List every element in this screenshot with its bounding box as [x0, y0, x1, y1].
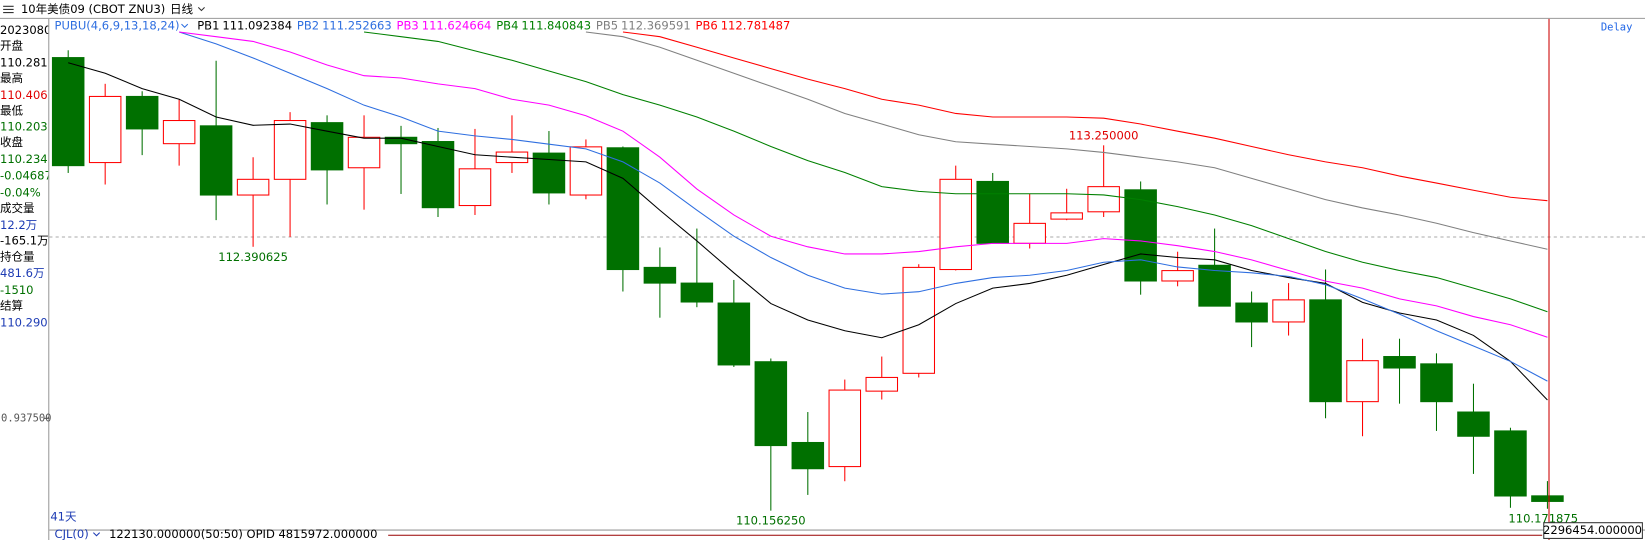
candle-body	[1235, 302, 1268, 323]
info-text: 110.2343	[0, 152, 55, 166]
info-text: 110.2031	[0, 119, 55, 133]
candle-body	[1346, 360, 1379, 403]
legend-name: PB6	[696, 19, 718, 33]
candle-body	[1309, 299, 1342, 403]
candle-body	[421, 141, 455, 209]
info-text: 110.2905	[0, 315, 55, 329]
info-text: 110.2812	[0, 55, 55, 69]
candle-body	[939, 178, 972, 271]
high-label: 113.250000	[1069, 128, 1139, 142]
candle-body	[310, 122, 344, 171]
instrument-title[interactable]: 10年美债09 (CBOT ZNU3)	[21, 2, 165, 16]
candle-body	[569, 146, 603, 196]
candle-body	[717, 302, 751, 366]
candle-body	[273, 120, 307, 180]
info-text: 最低	[0, 104, 24, 118]
info-text: 12.2万	[0, 218, 37, 232]
candle-body	[865, 376, 899, 392]
candle-body	[828, 389, 862, 468]
value-box-label: 2296454.000000	[1543, 523, 1642, 537]
candle-body	[606, 147, 640, 271]
candle-body	[680, 282, 714, 303]
candle-body	[791, 441, 825, 470]
low-label: 112.390625	[218, 250, 288, 264]
y-tick-label: 0.937500	[1, 412, 51, 424]
period-selector[interactable]: 日线	[170, 2, 194, 16]
legend-name: PB4	[496, 19, 518, 33]
legend-name: PB1	[197, 19, 219, 33]
legend-value: 111.624664	[422, 19, 492, 33]
candle-body	[347, 136, 381, 169]
volume-label: 122130.000000(50:50)	[109, 527, 243, 540]
candle-body	[125, 95, 159, 130]
info-text: -0.04%	[0, 185, 41, 199]
plot-area: PUBU(4,6,9,13,18,24) PB1 111.092384 PB2 111.…	[51, 19, 1578, 528]
indicator-name[interactable]: PUBU(4,6,9,13,18,24)	[55, 19, 180, 33]
candle-body	[162, 120, 196, 145]
sub-indicator[interactable]: CJL(0)	[55, 527, 89, 540]
candle-body	[236, 178, 270, 196]
legend-name: PB3	[397, 19, 419, 33]
candle-body	[88, 95, 122, 164]
candle-body	[384, 136, 418, 145]
info-text: -165.1万	[0, 234, 49, 248]
info-text: -1510	[0, 283, 33, 297]
toolbar	[0, 0, 1645, 18]
delay-label: Delay	[1601, 21, 1633, 33]
indicator-line	[585, 31, 1548, 250]
opid-label: OPID 4815972.000000	[247, 527, 378, 540]
chevron[interactable]	[92, 532, 101, 537]
legend-value: 111.252663	[322, 19, 392, 33]
info-text: 持仓量	[0, 249, 35, 263]
info-text: 开盘	[0, 39, 23, 53]
candle-body	[1494, 430, 1527, 497]
legend-value: 111.840843	[521, 19, 591, 33]
candle-body	[199, 125, 233, 196]
candle-body	[643, 266, 677, 284]
candle-body	[1383, 356, 1416, 369]
info-text: 481.6万	[0, 266, 44, 280]
candle-body	[1124, 189, 1157, 282]
legend-value: 111.092384	[222, 19, 292, 33]
low-label: 110.156250	[736, 514, 806, 528]
legend-value: 112.781487	[721, 19, 791, 33]
value-box	[1543, 522, 1643, 539]
candle-body	[1272, 299, 1305, 323]
legend-name: PB5	[596, 19, 618, 33]
candle-body	[458, 168, 492, 207]
info-text: 110.4062	[0, 88, 55, 102]
candle-body	[1531, 495, 1564, 502]
info-text: 最高	[0, 71, 23, 85]
candle-body	[1457, 411, 1490, 437]
candle-body	[1198, 264, 1231, 307]
days-label: 41天	[50, 509, 77, 523]
info-text: 收盘	[0, 135, 23, 149]
info-text: 结算	[0, 299, 23, 313]
candle-body	[1087, 186, 1120, 213]
info-text: -0.04687	[0, 169, 52, 183]
candle-body	[976, 180, 1009, 244]
legend-value: 112.369591	[621, 19, 691, 33]
candle-body	[1050, 212, 1083, 220]
chevron[interactable]	[181, 23, 189, 29]
candle-body	[1420, 363, 1453, 403]
legend-name: PB2	[297, 19, 319, 33]
candle-body	[1161, 270, 1194, 282]
indicator-line	[179, 31, 1548, 382]
chevron[interactable]	[197, 6, 205, 12]
candle-body	[51, 57, 85, 167]
menu-icon[interactable]	[3, 5, 14, 14]
info-text: 成交量	[0, 201, 35, 215]
indicator-line	[622, 31, 1548, 202]
info-text: 20230804	[0, 23, 59, 37]
candle-body	[1013, 222, 1046, 244]
candle-body	[754, 361, 788, 447]
indicator-line	[179, 31, 1548, 338]
indicator-line	[363, 31, 1548, 313]
candle-body	[902, 266, 936, 374]
